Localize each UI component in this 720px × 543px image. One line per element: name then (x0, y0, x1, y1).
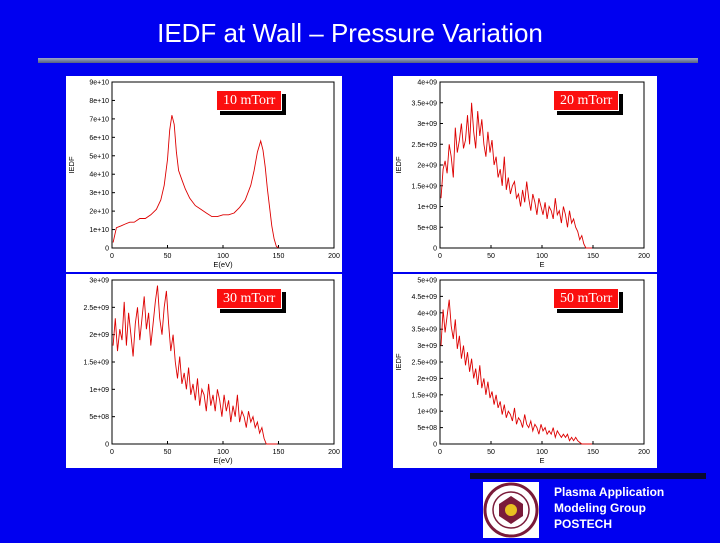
group-line: Plasma Application (554, 485, 665, 499)
y-tick-label: 3e+09 (417, 121, 437, 128)
y-tick-label: 7e+10 (89, 116, 109, 123)
y-tick-label: 3e+10 (89, 190, 109, 197)
x-tick-label: 150 (587, 253, 599, 260)
x-tick-label: 50 (487, 253, 495, 260)
y-tick-label: 0 (433, 246, 437, 253)
x-tick-label: 150 (587, 449, 599, 456)
chart-50mtorr: 0 50 100 150 200 0 5e+08 1e+09 1.5e+09 2e+09 2.5e+… (394, 278, 650, 466)
x-tick-label: 0 (438, 449, 442, 456)
slide-title: IEDF at Wall – Pressure Variation (157, 18, 543, 48)
group-line: Modeling Group (554, 501, 646, 515)
y-tick-label: 2.5e+09 (84, 305, 110, 312)
x-tick-label: 50 (487, 449, 495, 456)
y-axis-label: IEDF (67, 156, 76, 174)
y-tick-label: 3e+09 (417, 343, 437, 350)
y-tick-label: 8e+10 (89, 98, 109, 105)
y-tick-label: 2e+10 (89, 209, 109, 216)
y-axis-label: IEDF (394, 353, 403, 371)
pressure-tag: 30 mTorr (216, 288, 283, 309)
y-tick-label: 1e+09 (417, 409, 437, 416)
group-caption: Plasma Application Modeling Group POSTEC… (554, 484, 664, 532)
y-tick-label: 1e+09 (417, 204, 437, 211)
y-tick-label: 0 (433, 442, 437, 449)
chart-panel-10mtorr: 0 50 100 150 200 0 1e+10 2e+10 3e+10 4e+10 5e+10 6e… (66, 76, 342, 272)
y-tick-label: 9e+10 (89, 80, 109, 87)
x-tick-label: 0 (438, 253, 442, 260)
x-axis-label: E (539, 456, 544, 465)
y-tick-label: 2e+09 (89, 332, 109, 339)
x-tick-label: 100 (536, 449, 548, 456)
x-tick-label: 200 (328, 449, 340, 456)
series-line (112, 115, 279, 249)
chart-20mtorr: 0 50 100 150 200 0 5e+08 1e+09 1.5e+09 2e+09 2.5e+… (394, 80, 650, 270)
pressure-tag: 20 mTorr (553, 90, 620, 111)
y-tick-label: 1e+09 (89, 387, 109, 394)
y-tick-label: 1e+10 (89, 227, 109, 234)
postech-logo (483, 482, 539, 538)
chart-10mtorr: 0 50 100 150 200 0 1e+10 2e+10 3e+10 4e+10 5e+10 6e… (67, 80, 340, 270)
chart-30mtorr: 0 50 100 150 200 0 5e+08 1e+09 1.5e+09 2e+09 2.5e+… (84, 278, 340, 466)
y-tick-label: 5e+08 (89, 414, 109, 421)
y-tick-label: 5e+08 (417, 425, 437, 432)
y-tick-label: 1.5e+09 (412, 392, 438, 399)
pressure-tag: 10 mTorr (216, 90, 283, 111)
x-tick-label: 0 (110, 449, 114, 456)
x-axis-label: E(eV) (213, 260, 233, 269)
chart-panel-50mtorr: 0 50 100 150 200 0 5e+08 1e+09 1.5e+09 2e+09 2.5e+… (393, 274, 657, 468)
y-tick-label: 5e+09 (417, 278, 437, 285)
x-tick-label: 50 (164, 253, 172, 260)
y-tick-label: 2.5e+09 (412, 360, 438, 367)
series-line (440, 299, 592, 445)
y-tick-label: 2e+09 (417, 376, 437, 383)
x-axis-label: E(eV) (213, 456, 233, 465)
y-tick-label: 4.5e+09 (412, 294, 438, 301)
title-underline (38, 58, 698, 63)
x-tick-label: 100 (217, 449, 229, 456)
y-tick-label: 5e+10 (89, 153, 109, 160)
x-tick-label: 100 (536, 253, 548, 260)
x-tick-label: 50 (164, 449, 172, 456)
y-tick-label: 0 (105, 442, 109, 449)
series-line (440, 102, 592, 249)
y-tick-label: 3e+09 (89, 278, 109, 285)
x-tick-label: 200 (638, 253, 650, 260)
x-tick-label: 100 (217, 253, 229, 260)
x-axis-label: E (539, 260, 544, 269)
y-tick-label: 5e+08 (417, 225, 437, 232)
y-axis-label: IEDF (394, 156, 403, 174)
pressure-tag: 50 mTorr (553, 288, 620, 309)
x-tick-label: 150 (273, 253, 285, 260)
y-tick-label: 3.5e+09 (412, 327, 438, 334)
y-tick-label: 4e+09 (417, 80, 437, 87)
x-tick-label: 200 (328, 253, 340, 260)
chart-panel-30mtorr: 0 50 100 150 200 0 5e+08 1e+09 1.5e+09 2e+09 2.5e+… (66, 274, 342, 468)
series-line (112, 285, 278, 445)
y-tick-label: 1.5e+09 (412, 183, 438, 190)
x-tick-label: 0 (110, 253, 114, 260)
x-tick-label: 200 (638, 449, 650, 456)
y-tick-label: 4e+09 (417, 310, 437, 317)
y-tick-label: 3.5e+09 (412, 100, 438, 107)
y-tick-label: 2e+09 (417, 163, 437, 170)
group-line: POSTECH (554, 517, 613, 531)
footer-bar (470, 473, 706, 479)
y-tick-label: 0 (105, 246, 109, 253)
chart-panel-20mtorr: 0 50 100 150 200 0 5e+08 1e+09 1.5e+09 2e+09 2.5e+… (393, 76, 657, 272)
y-tick-label: 4e+10 (89, 172, 109, 179)
y-tick-label: 6e+10 (89, 135, 109, 142)
y-tick-label: 1.5e+09 (84, 360, 110, 367)
y-tick-label: 2.5e+09 (412, 142, 438, 149)
x-tick-label: 150 (273, 449, 285, 456)
